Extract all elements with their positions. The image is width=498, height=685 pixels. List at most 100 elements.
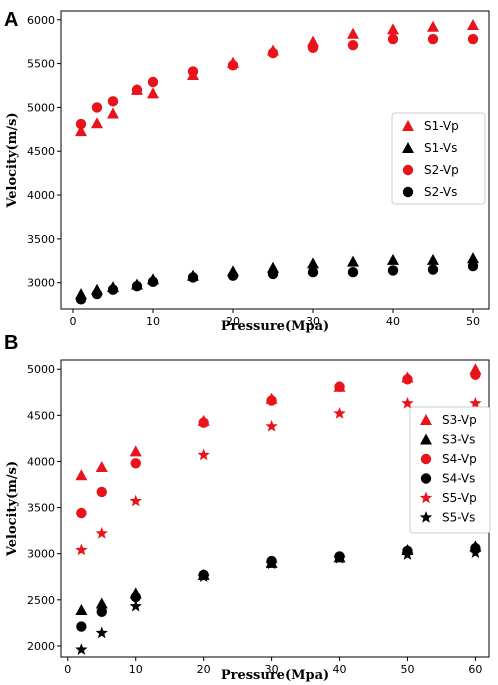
- y-axis-label: Velocity(m/s): [5, 112, 20, 208]
- y-tick-label: 2500: [27, 594, 55, 607]
- data-point: [401, 548, 414, 560]
- data-point: [402, 374, 413, 385]
- data-point: [129, 599, 142, 612]
- data-point: [227, 270, 239, 281]
- data-point: [130, 591, 141, 603]
- x-tick-label: 20: [226, 315, 240, 328]
- data-point: [95, 460, 108, 472]
- legend-label: S1-Vp: [424, 119, 459, 133]
- legend-label: S5-Vs: [442, 511, 475, 525]
- legend-label: S4-Vp: [442, 452, 477, 466]
- series-S2-Vp: [75, 33, 479, 130]
- legend-marker: [419, 511, 433, 523]
- data-point: [347, 39, 359, 51]
- x-tick-label: 20: [197, 663, 211, 676]
- legend-marker: [402, 120, 414, 131]
- legend-marker: [420, 433, 432, 445]
- x-tick-label: 50: [466, 315, 480, 328]
- legend-label: S2-Vp: [424, 163, 459, 177]
- data-point: [91, 117, 103, 129]
- y-tick-label: 6000: [27, 14, 55, 27]
- legend-box: [391, 112, 486, 205]
- x-axis-label: Pressure(Mpa): [221, 668, 329, 683]
- legend-label: S3-Vs: [442, 433, 475, 447]
- x-tick-label: 30: [265, 663, 279, 676]
- plot-frame: [60, 10, 490, 310]
- data-point: [347, 255, 359, 267]
- data-point: [470, 369, 481, 380]
- data-point: [387, 23, 399, 35]
- legend-marker: [402, 142, 414, 153]
- data-point: [187, 272, 199, 283]
- data-point: [267, 268, 279, 280]
- data-point: [75, 603, 88, 615]
- data-point: [95, 526, 108, 539]
- data-point: [333, 407, 346, 419]
- data-point: [75, 125, 87, 137]
- data-point: [198, 417, 209, 428]
- legend-marker: [402, 164, 414, 176]
- data-point: [131, 281, 143, 292]
- data-point: [96, 486, 107, 498]
- x-tick-label: 40: [386, 315, 400, 328]
- data-point: [467, 260, 479, 272]
- data-point: [469, 396, 482, 409]
- data-point: [347, 266, 359, 278]
- data-point: [401, 396, 414, 409]
- data-point: [469, 546, 482, 559]
- y-tick-label: 5500: [27, 58, 55, 71]
- data-point: [307, 266, 319, 278]
- data-point: [91, 288, 103, 300]
- data-point: [467, 33, 479, 45]
- data-point: [131, 84, 143, 96]
- data-point: [91, 102, 103, 113]
- data-point: [427, 264, 439, 275]
- data-point: [107, 284, 119, 295]
- data-point: [387, 253, 399, 265]
- data-point: [76, 621, 87, 632]
- data-point: [387, 33, 399, 45]
- data-point: [75, 294, 87, 305]
- x-tick-label: 30: [306, 315, 320, 328]
- y-tick-label: 3500: [27, 502, 55, 515]
- data-point: [227, 60, 239, 71]
- x-tick-label: 10: [146, 315, 160, 328]
- data-point: [75, 118, 87, 130]
- data-point: [197, 570, 210, 583]
- series-S5-Vs: [75, 546, 482, 655]
- data-point: [427, 20, 439, 32]
- data-point: [107, 96, 119, 107]
- data-point: [75, 469, 88, 481]
- y-tick-label: 4000: [27, 455, 55, 468]
- y-tick-label: 4500: [27, 409, 55, 422]
- data-point: [129, 445, 142, 457]
- data-point: [265, 557, 278, 570]
- data-point: [265, 419, 278, 432]
- series-S4-Vp: [76, 369, 481, 519]
- series-S5-Vp: [75, 396, 482, 556]
- legend-label: S2-Vs: [424, 185, 457, 199]
- data-point: [266, 395, 277, 406]
- data-point: [347, 27, 359, 39]
- x-tick-label: 60: [468, 663, 482, 676]
- data-point: [387, 265, 399, 276]
- legend-marker: [402, 186, 414, 198]
- data-point: [307, 257, 319, 269]
- x-tick-label: 0: [70, 315, 77, 328]
- y-tick-label: 5000: [27, 101, 55, 114]
- legend-marker: [420, 453, 432, 465]
- data-point: [129, 494, 142, 507]
- panel-label: A: [4, 9, 18, 31]
- x-tick-label: 10: [129, 663, 143, 676]
- data-point: [333, 551, 346, 564]
- y-tick-label: 2000: [27, 640, 55, 653]
- y-tick-label: 3000: [27, 548, 55, 561]
- data-point: [96, 606, 107, 618]
- data-point: [467, 252, 479, 264]
- data-point: [334, 381, 345, 392]
- panel-label: B: [4, 332, 18, 354]
- data-point: [95, 626, 108, 639]
- panel-a-chart: A 0 10 20 30 40 50 3000 3500 4000 4500 5000 5500 6000…: [4, 9, 490, 334]
- data-point: [76, 507, 87, 519]
- data-point: [197, 448, 210, 461]
